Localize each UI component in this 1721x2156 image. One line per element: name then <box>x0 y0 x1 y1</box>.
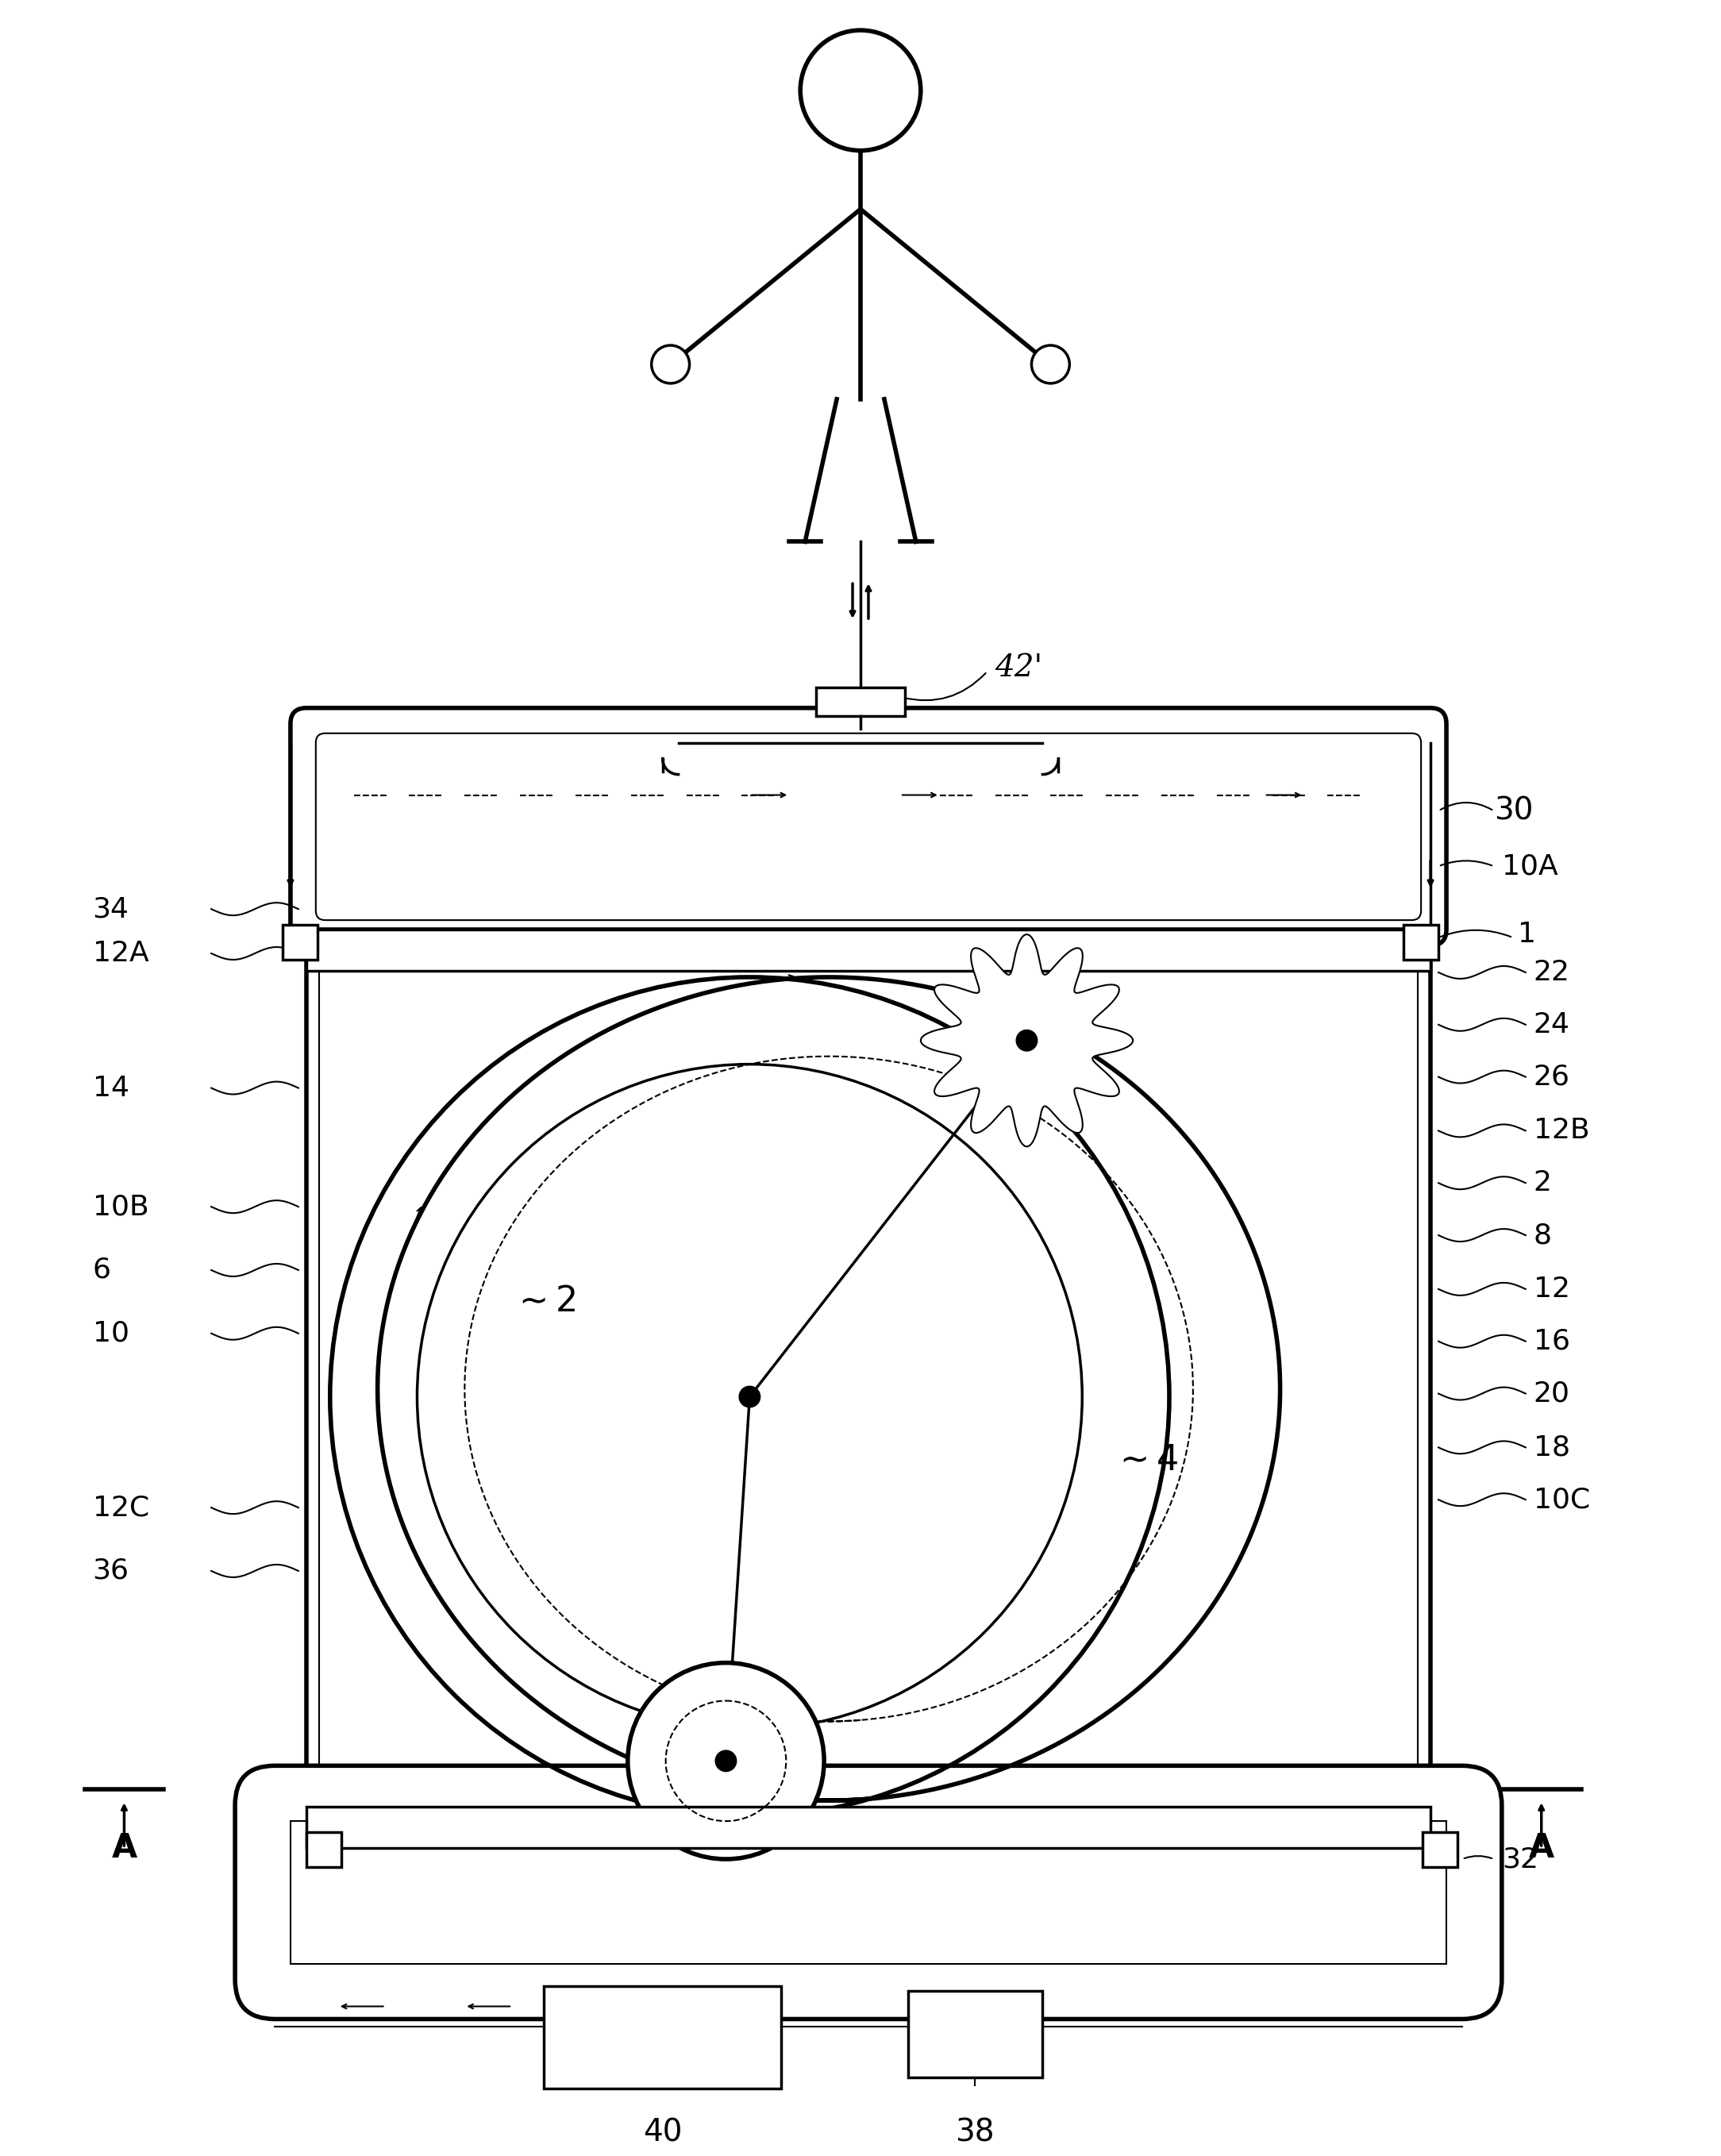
Text: 36: 36 <box>93 1557 129 1585</box>
Text: A: A <box>1528 1830 1554 1865</box>
Bar <box>306 1807 1430 1848</box>
Bar <box>306 929 1430 970</box>
Text: 24: 24 <box>1533 1011 1570 1039</box>
Text: 12B: 12B <box>1533 1117 1590 1145</box>
Bar <box>909 1990 1043 2078</box>
Text: 38: 38 <box>955 2117 995 2147</box>
Text: 18: 18 <box>1533 1434 1570 1462</box>
Text: 16: 16 <box>1533 1328 1570 1354</box>
Text: 10: 10 <box>93 1319 129 1348</box>
Text: 12: 12 <box>1533 1276 1570 1302</box>
Bar <box>544 1986 781 2089</box>
Text: 20: 20 <box>1533 1380 1570 1408</box>
Bar <box>816 688 905 716</box>
Bar <box>1404 925 1439 959</box>
Bar <box>282 925 317 959</box>
Text: 22: 22 <box>1533 959 1570 985</box>
Text: $\sim$2: $\sim$2 <box>511 1285 577 1319</box>
FancyBboxPatch shape <box>291 707 1446 946</box>
FancyBboxPatch shape <box>236 1766 1502 2018</box>
Text: 30: 30 <box>1494 796 1533 826</box>
Text: 10B: 10B <box>93 1192 148 1220</box>
Text: 12C: 12C <box>93 1494 150 1522</box>
Circle shape <box>628 1662 824 1858</box>
Bar <box>318 942 1418 1835</box>
Text: A: A <box>112 1830 138 1865</box>
Text: 12A: 12A <box>93 940 148 966</box>
Text: 32: 32 <box>1502 1846 1539 1874</box>
Bar <box>306 1833 341 1867</box>
Text: 10A: 10A <box>1502 854 1558 880</box>
Text: 40: 40 <box>644 2117 682 2147</box>
Text: 6: 6 <box>93 1257 110 1283</box>
Polygon shape <box>921 934 1132 1147</box>
Bar <box>291 1822 1446 1964</box>
Text: 14: 14 <box>93 1074 129 1102</box>
Text: 34: 34 <box>93 895 129 923</box>
Text: 26: 26 <box>1533 1063 1570 1091</box>
Text: 2: 2 <box>1533 1169 1552 1197</box>
Text: 42': 42' <box>995 653 1043 683</box>
Circle shape <box>1015 1028 1038 1052</box>
Bar <box>1423 1833 1458 1867</box>
Text: $\sim$4: $\sim$4 <box>1113 1442 1179 1477</box>
Text: 1: 1 <box>1518 921 1535 949</box>
Bar <box>306 929 1430 1848</box>
Circle shape <box>738 1386 761 1408</box>
Text: 10C: 10C <box>1533 1485 1590 1514</box>
Circle shape <box>714 1751 737 1772</box>
Text: 8: 8 <box>1533 1222 1552 1248</box>
